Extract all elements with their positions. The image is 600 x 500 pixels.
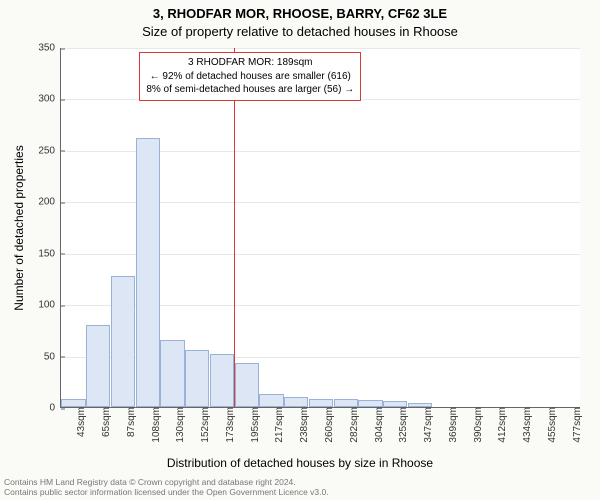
x-tick-label: 455sqm	[541, 407, 558, 443]
y-tick-label: 300	[38, 94, 61, 105]
histogram-bar	[210, 354, 234, 407]
y-tick-label: 200	[38, 197, 61, 208]
property-size-chart: 3, RHODFAR MOR, RHOOSE, BARRY, CF62 3LE …	[0, 0, 600, 500]
x-tick-label: 412sqm	[491, 407, 508, 443]
x-tick-label: 260sqm	[318, 407, 335, 443]
histogram-bar	[309, 399, 333, 407]
x-tick-label: 152sqm	[194, 407, 211, 443]
x-tick-label: 325sqm	[392, 407, 409, 443]
footer-line1: Contains HM Land Registry data © Crown c…	[4, 477, 329, 488]
histogram-bar	[160, 340, 184, 407]
x-tick-label: 43sqm	[70, 407, 87, 437]
x-tick-label: 369sqm	[442, 407, 459, 443]
y-tick-label: 250	[38, 145, 61, 156]
callout-line3: 8% of semi-detached houses are larger (5…	[146, 83, 354, 97]
histogram-bar	[334, 399, 358, 407]
x-tick-label: 347sqm	[417, 407, 434, 443]
histogram-bar	[185, 350, 209, 407]
x-tick-label: 304sqm	[368, 407, 385, 443]
callout-line2: ← 92% of detached houses are smaller (61…	[146, 70, 354, 84]
histogram-bar	[235, 363, 259, 407]
histogram-bar	[284, 397, 308, 407]
footer-line2: Contains public sector information licen…	[4, 487, 329, 498]
histogram-bar	[86, 325, 110, 407]
x-tick-label: 130sqm	[169, 407, 186, 443]
marker-line	[234, 48, 235, 407]
y-tick-label: 150	[38, 248, 61, 259]
x-tick-label: 87sqm	[120, 407, 137, 437]
callout-line1: 3 RHODFAR MOR: 189sqm	[146, 56, 354, 70]
histogram-bar	[61, 399, 85, 407]
x-axis-label: Distribution of detached houses by size …	[0, 456, 600, 470]
x-tick-label: 390sqm	[467, 407, 484, 443]
y-tick-label: 350	[38, 43, 61, 54]
x-tick-label: 434sqm	[516, 407, 533, 443]
histogram-bar	[259, 394, 283, 407]
histogram-bar	[136, 138, 160, 407]
histogram-bar	[358, 400, 382, 407]
x-tick-label: 217sqm	[268, 407, 285, 443]
chart-supertitle: 3, RHODFAR MOR, RHOOSE, BARRY, CF62 3LE	[0, 6, 600, 21]
histogram-bar	[111, 276, 135, 407]
x-tick-label: 173sqm	[219, 407, 236, 443]
x-tick-label: 65sqm	[95, 407, 112, 437]
x-tick-label: 238sqm	[293, 407, 310, 443]
x-tick-label: 282sqm	[343, 407, 360, 443]
gridline	[61, 48, 580, 49]
x-tick-label: 108sqm	[145, 407, 162, 443]
y-tick-label: 50	[44, 351, 61, 362]
x-tick-label: 195sqm	[244, 407, 261, 443]
marker-callout: 3 RHODFAR MOR: 189sqm ← 92% of detached …	[139, 52, 361, 101]
y-tick-label: 0	[49, 403, 61, 414]
x-tick-label: 477sqm	[566, 407, 583, 443]
y-tick-label: 100	[38, 300, 61, 311]
chart-title: Size of property relative to detached ho…	[0, 24, 600, 39]
plot-area: 05010015020025030035043sqm65sqm87sqm108s…	[60, 48, 580, 408]
footer-attribution: Contains HM Land Registry data © Crown c…	[4, 477, 329, 498]
